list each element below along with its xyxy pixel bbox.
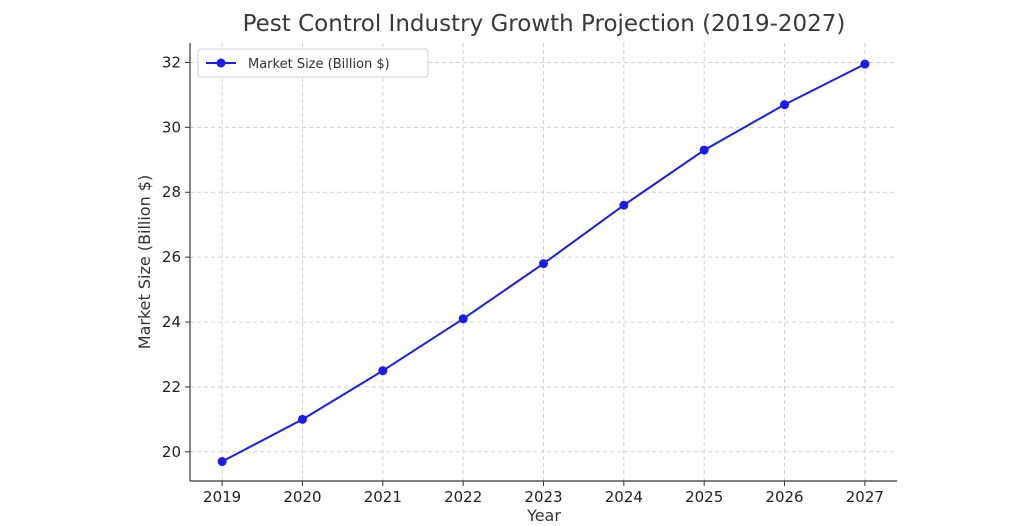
y-tick-label-0: 20 [162,443,181,461]
x-tick-label-0: 2019 [203,488,241,506]
x-tick-label-5: 2024 [605,488,643,506]
y-axis-ticks: 20 22 24 26 28 30 32 [162,53,190,461]
x-axis-ticks: 2019 2020 2021 2022 2023 2024 2025 2026 2027 [203,481,884,506]
data-point-2025 [699,145,709,155]
data-point-2027 [860,59,870,69]
chart-title: Pest Control Industry Growth Projection … [243,11,846,37]
data-point-2023 [539,259,548,269]
data-point-2019 [217,457,227,467]
x-tick-label-7: 2026 [765,488,803,506]
x-tick-label-4: 2023 [524,488,562,506]
legend: Market Size (Billion $) [197,48,429,78]
legend-marker-icon [216,58,226,68]
x-axis-label: Year [526,506,561,525]
y-tick-label-1: 22 [162,378,181,396]
x-tick-label-2: 2021 [364,488,402,506]
x-tick-label-1: 2020 [283,488,321,506]
grid [190,43,897,481]
x-tick-label-8: 2027 [846,488,884,506]
data-point-2024 [619,200,629,210]
x-tick-label-3: 2022 [444,488,482,506]
legend-box [197,48,429,78]
data-point-2026 [780,100,790,110]
y-tick-label-4: 28 [162,183,181,201]
data-point-2021 [378,366,388,376]
data-point-2022 [458,314,468,324]
y-tick-label-5: 30 [162,118,181,136]
y-tick-label-3: 26 [162,248,181,266]
data-series [217,59,870,467]
x-tick-label-6: 2025 [685,488,723,506]
legend-entry-market-size: Market Size (Billion $) [248,57,390,72]
y-tick-label-6: 32 [162,53,181,71]
data-point-2020 [297,414,307,424]
y-tick-label-2: 24 [162,313,181,331]
y-axis-label: Market Size (Billion $) [135,175,154,349]
